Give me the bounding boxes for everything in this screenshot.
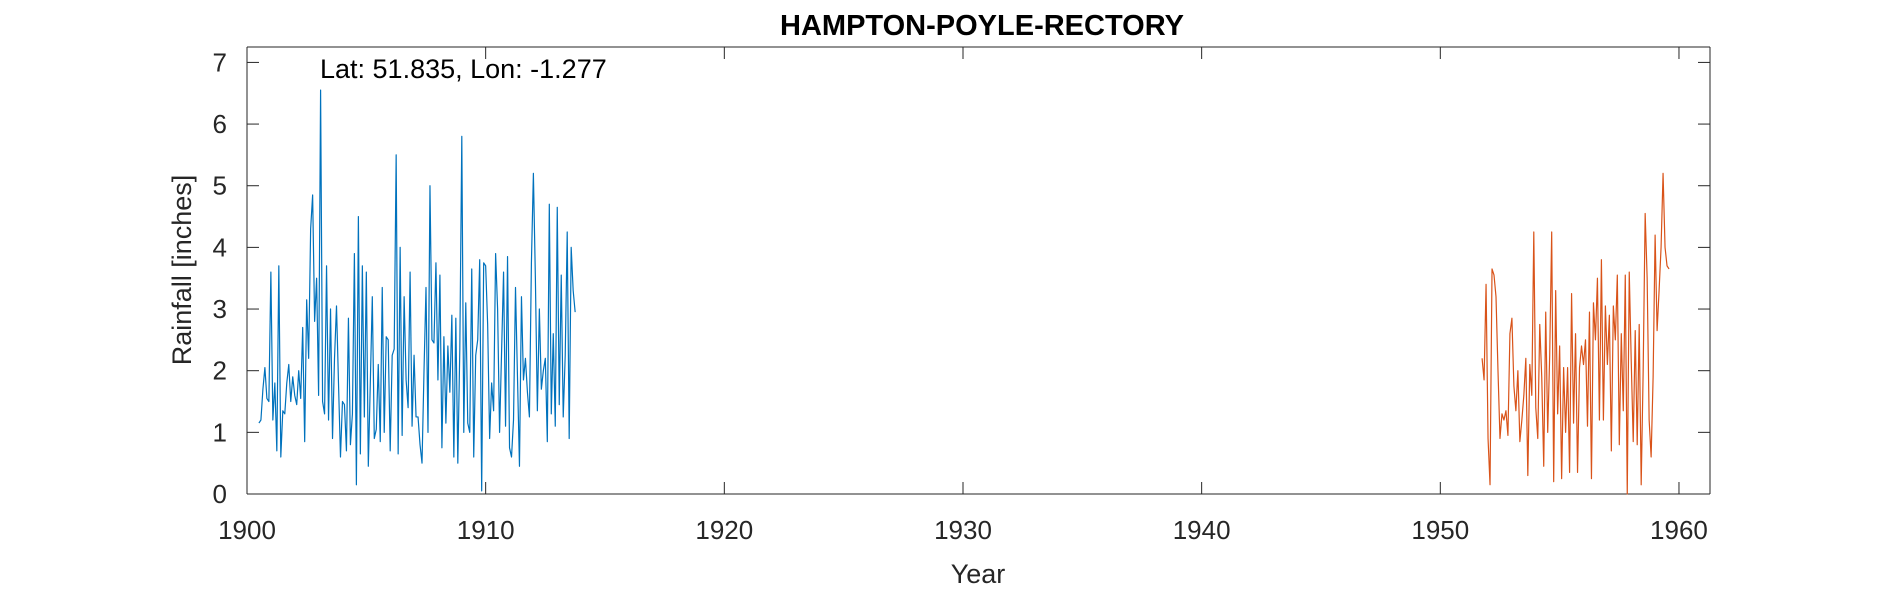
x-axis-ticks: 1900 1910 1920 1930 1940 1950 1960 bbox=[218, 47, 1708, 545]
x-tick-label: 1920 bbox=[695, 515, 753, 545]
y-tick-label: 4 bbox=[213, 232, 227, 262]
plot-frame bbox=[246, 46, 1711, 495]
x-tick-label: 1930 bbox=[934, 515, 992, 545]
x-tick-label: 1910 bbox=[457, 515, 515, 545]
x-axis-title: Year bbox=[951, 559, 1006, 589]
y-tick-label: 6 bbox=[213, 109, 227, 139]
x-tick-label: 1900 bbox=[218, 515, 276, 545]
x-tick-label: 1960 bbox=[1650, 515, 1708, 545]
y-axis-ticks: 0 1 2 3 4 5 6 7 bbox=[213, 47, 1710, 509]
series-line-2 bbox=[1481, 172, 1670, 495]
chart-title: HAMPTON-POYLE-RECTORY bbox=[780, 10, 1184, 42]
y-tick-label: 2 bbox=[213, 356, 227, 386]
x-tick-label: 1950 bbox=[1411, 515, 1469, 545]
y-tick-label: 1 bbox=[213, 417, 227, 447]
y-axis-title: Rainfall [inches] bbox=[167, 175, 197, 366]
y-tick-label: 5 bbox=[213, 171, 227, 201]
y-tick-label: 0 bbox=[213, 479, 227, 509]
x-tick-label: 1940 bbox=[1173, 515, 1231, 545]
y-tick-label: 7 bbox=[213, 47, 227, 77]
lat-lon-annotation: Lat: 51.835, Lon: -1.277 bbox=[320, 54, 607, 84]
series-layer bbox=[258, 89, 1670, 495]
series-line-1 bbox=[258, 89, 576, 492]
y-tick-label: 3 bbox=[213, 294, 227, 324]
